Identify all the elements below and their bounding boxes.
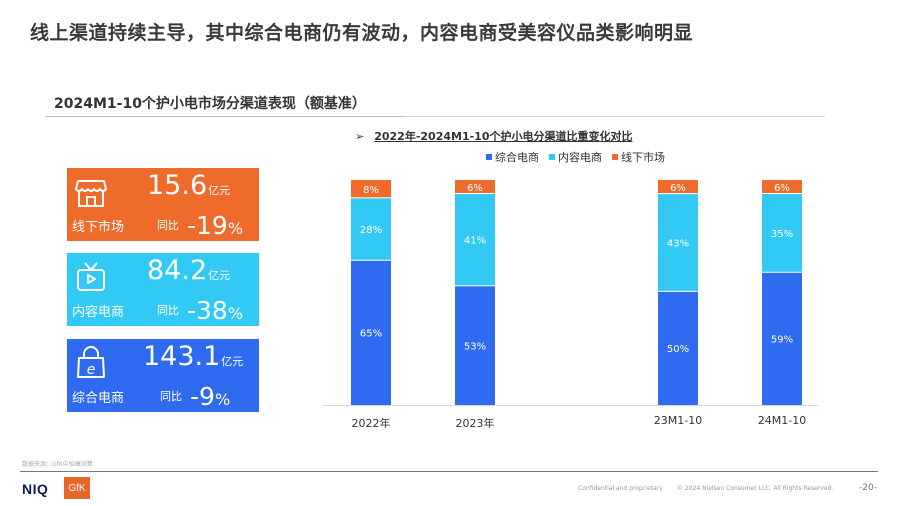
kpi-value: 84.2亿元 [147,255,230,286]
x-tick-label: 23M1-10 [654,414,702,427]
storefront-icon [75,180,107,207]
x-tick-label: 2023年 [456,416,495,430]
shopping-bag-e-icon: e [77,346,105,378]
bar-segment [762,193,802,273]
yoy-value: -38% [187,296,243,325]
kpi-label: 线下市场 [72,220,125,235]
kpi-value: 15.6亿元 [147,170,230,201]
page-title: 线上渠道持续主导，其中综合电商仍有波动，内容电商受美容仪品类影响明显 [30,22,694,44]
legend-label: 综合电商 [495,151,539,164]
footer-divider [20,471,878,472]
section-divider [45,116,409,117]
bar-segment [455,180,495,194]
data-label: 53% [464,341,486,352]
yoy-unit: % [214,390,231,409]
kpi-label: 内容电商 [72,305,125,320]
x-tick-label: 2022年 [352,416,391,430]
arrow-bullet-icon: ➢ [355,130,365,143]
kpi-unit: 亿元 [221,355,244,368]
svg-text:e: e [87,362,96,378]
x-tick-label: 24M1-10 [758,414,806,427]
data-label: 35% [771,229,793,240]
kpi-unit: 亿元 [208,269,231,282]
yoy-label: 同比 [160,390,182,403]
legend-swatch [486,154,492,160]
data-label: 59% [771,335,793,346]
chart-title: 2022年-2024M1-10个护小电分渠道比重变化对比 [374,130,633,143]
bar-segment [762,180,802,194]
bar-segment [762,272,802,405]
kpi-value-number: 15.6 [147,170,208,201]
yoy-value: -19% [187,211,243,240]
chart-heading: ➢ 2022年-2024M1-10个护小电分渠道比重变化对比 [355,128,633,144]
yoy-value-number: -38 [187,296,228,325]
yoy-value: -9% [190,382,230,411]
yoy-label: 同比 [157,219,179,232]
confidential-note: Confidential and proprietary [578,485,663,492]
kpi-unit: 亿元 [208,184,231,197]
data-label: 28% [360,225,382,236]
data-label: 50% [667,344,689,355]
legend-swatch [612,154,618,160]
data-source-note: 数据来源：GfK中怡康测算 [22,461,93,468]
data-label: 65% [360,329,382,340]
data-label: 43% [667,239,689,250]
data-label: 6% [774,183,790,194]
kpi-value-number: 84.2 [147,255,208,286]
section-title: 2024M1-10个护小电市场分渠道表现（额基准） [54,96,366,112]
data-label: 8% [363,185,379,196]
kpi-value-number: 143.1 [143,341,221,372]
niq-logo: NIQ [22,481,49,497]
kpi-value: 143.1亿元 [143,341,243,372]
bar-segment [351,197,391,261]
bar-segment [658,291,698,405]
yoy-unit: % [227,304,244,323]
legend-item-offline: 线下市场 [612,149,665,165]
bar-segment [351,180,391,198]
bar-segment [455,193,495,286]
kpi-card-general-ecommerce: e 143.1亿元 综合电商 同比 -9% [67,339,259,412]
data-label: 41% [464,236,486,247]
legend-item-content-ecommerce: 内容电商 [549,149,602,165]
page-number: -20- [859,483,877,493]
gfk-logo: GfK [64,477,90,499]
copyright-note: © 2024 Nielsen Consumer LLC. All Rights … [677,485,834,492]
chart-legend: 综合电商 内容电商 线下市场 [486,149,665,165]
data-label: 6% [670,183,686,194]
bar-segment [455,285,495,405]
legend-label: 内容电商 [558,151,602,164]
bar-segment [351,260,391,405]
tv-play-icon [77,262,105,291]
kpi-card-content-ecommerce: 84.2亿元 内容电商 同比 -38% [67,253,259,326]
legend-label: 线下市场 [621,151,665,164]
yoy-unit: % [227,219,244,238]
yoy-label: 同比 [157,304,179,317]
section-divider-right [405,116,825,117]
yoy-value-number: -19 [187,211,228,240]
legend-item-general-ecommerce: 综合电商 [486,149,539,165]
data-label: 6% [467,183,483,194]
bar-segment [658,193,698,292]
bar-segment [658,180,698,194]
legend-swatch [549,154,555,160]
kpi-card-offline: 15.6亿元 线下市场 同比 -19% [67,168,259,241]
yoy-value-number: -9 [190,382,215,411]
kpi-label: 综合电商 [72,391,125,406]
